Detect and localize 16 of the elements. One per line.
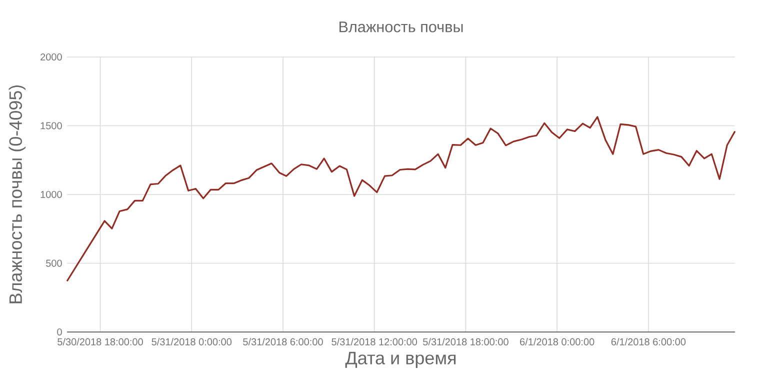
x-tick-label: 6/1/2018 0:00:00 (520, 338, 594, 346)
y-axis-title: Влажность почвы (0-4095) (8, 85, 26, 304)
x-tick-label: 5/31/2018 18:00:00 (423, 338, 508, 346)
x-tick-label: 5/31/2018 6:00:00 (243, 338, 323, 346)
line-series (66, 116, 736, 282)
x-tick-label: 6/1/2018 6:00:00 (611, 338, 686, 346)
chart-title: Влажность почвы (339, 22, 463, 32)
x-tick-label: 5/31/2018 0:00:00 (152, 338, 232, 346)
y-tick-label: 500 (46, 260, 62, 267)
y-tick-label: 1500 (40, 122, 62, 130)
y-tick-label: 0 (57, 328, 62, 336)
x-tick-label: 5/31/2018 12:00:00 (332, 338, 418, 346)
y-tick-label: 2000 (40, 53, 62, 61)
y-tick-label: 1000 (40, 190, 62, 198)
x-axis-title: Дата и время (345, 352, 456, 368)
x-tick-label: 5/30/2018 18:00:00 (58, 338, 143, 346)
